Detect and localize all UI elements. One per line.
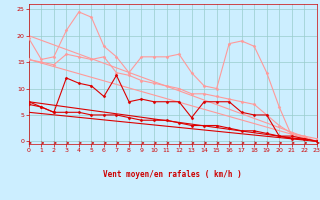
X-axis label: Vent moyen/en rafales ( km/h ): Vent moyen/en rafales ( km/h ) <box>103 170 242 179</box>
